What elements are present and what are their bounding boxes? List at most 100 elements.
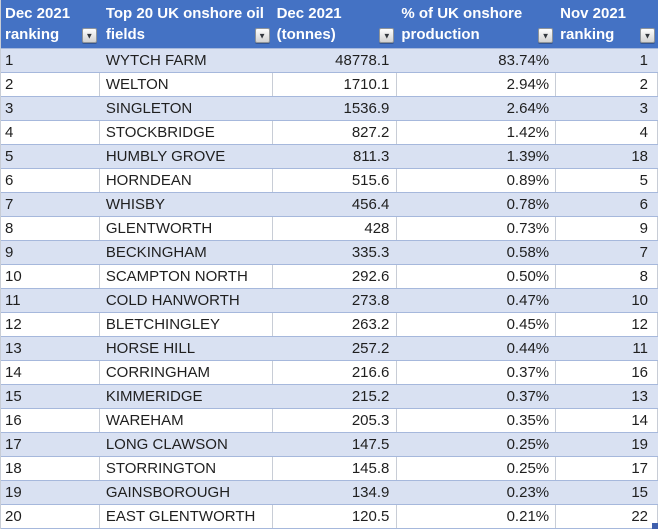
cell-tonnes: 263.2 <box>273 313 398 336</box>
header-label-line2: ranking <box>5 26 60 43</box>
filter-dropdown-icon: ▼ <box>382 31 391 40</box>
cell-percent: 0.35% <box>397 409 557 432</box>
cell-dec-ranking: 14 <box>1 361 100 384</box>
header-percent-production: % of UK onshore production ▼ <box>397 0 556 48</box>
cell-field-name: BECKINGHAM <box>105 244 207 261</box>
cell-nov-ranking: 3 <box>639 100 648 117</box>
cell-nov-ranking: 15 <box>631 484 648 501</box>
cell-nov-ranking: 13 <box>631 388 648 405</box>
cell-dec-ranking: 19 <box>5 484 22 501</box>
table-row: 11 COLD HANWORTH 273.8 0.47% 10 <box>1 289 658 313</box>
cell-percent: 83.74% <box>498 52 550 69</box>
cell-tonnes: 292.6 <box>273 265 398 288</box>
cell-field-name: WHISBY <box>105 196 166 213</box>
filter-button-tonnes[interactable]: ▼ <box>379 28 395 43</box>
cell-tonnes: 134.9 <box>351 484 390 501</box>
cell-dec-ranking: 8 <box>1 217 100 240</box>
cell-percent: 0.45% <box>397 313 557 336</box>
cell-tonnes: 335.3 <box>351 244 390 261</box>
cell-field-name: GAINSBOROUGH <box>105 484 231 501</box>
cell-field-name: EAST GLENTWORTH <box>100 505 273 528</box>
cell-tonnes: 216.6 <box>273 361 398 384</box>
header-label-line2: ranking <box>560 26 615 43</box>
header-label-line1: Dec 2021 <box>5 5 71 22</box>
header-label-line1: Dec 2021 <box>276 5 342 22</box>
filter-dropdown-icon: ▼ <box>85 31 94 40</box>
cell-percent: 1.42% <box>397 121 557 144</box>
cell-tonnes: 48778.1 <box>335 52 390 69</box>
table-row: 9 BECKINGHAM 335.3 0.58% 7 <box>1 241 658 265</box>
table-row: 14 CORRINGHAM 216.6 0.37% 16 <box>1 361 658 385</box>
table-row: 20 EAST GLENTWORTH 120.5 0.21% 22 <box>1 505 658 529</box>
filter-button-percent[interactable]: ▼ <box>538 28 554 43</box>
cell-dec-ranking: 5 <box>5 148 14 165</box>
cell-tonnes: 147.5 <box>351 436 390 453</box>
cell-nov-ranking: 2 <box>556 73 658 96</box>
cell-dec-ranking: 17 <box>5 436 22 453</box>
cell-dec-ranking: 6 <box>1 169 100 192</box>
header-dec-2021-ranking: Dec 2021 ranking ▼ <box>1 0 100 48</box>
header-label-line2: fields <box>105 26 146 43</box>
cell-nov-ranking: 12 <box>556 313 658 336</box>
cell-tonnes: 1710.1 <box>273 73 398 96</box>
cell-field-name: KIMMERIDGE <box>105 388 203 405</box>
cell-field-name: WYTCH FARM <box>105 52 207 69</box>
cell-dec-ranking: 12 <box>1 313 100 336</box>
cell-tonnes: 145.8 <box>273 457 398 480</box>
filter-dropdown-icon: ▼ <box>541 31 550 40</box>
header-dec-2021-tonnes: Dec 2021 (tonnes) ▼ <box>273 0 398 48</box>
filter-button-fields[interactable]: ▼ <box>254 28 270 43</box>
cell-dec-ranking: 15 <box>5 388 22 405</box>
cell-nov-ranking: 1 <box>639 52 648 69</box>
cell-field-name: SINGLETON <box>105 100 193 117</box>
table-row: 5 HUMBLY GROVE 811.3 1.39% 18 <box>1 145 658 169</box>
cell-percent: 0.25% <box>397 457 557 480</box>
cell-dec-ranking: 11 <box>5 292 21 309</box>
cell-percent: 2.94% <box>397 73 557 96</box>
cell-field-name: GLENTWORTH <box>100 217 273 240</box>
cell-percent: 0.89% <box>397 169 557 192</box>
cell-percent: 0.23% <box>506 484 550 501</box>
filter-button-nov-ranking[interactable]: ▼ <box>640 28 655 43</box>
header-label-line2: (tonnes) <box>276 26 336 43</box>
cell-field-name: HUMBLY GROVE <box>105 148 226 165</box>
cell-percent: 2.64% <box>506 100 550 117</box>
cell-field-name: CORRINGHAM <box>100 361 273 384</box>
table-body: 1 WYTCH FARM 48778.1 83.74% 1 2 WELTON 1… <box>1 49 658 529</box>
table-row: 1 WYTCH FARM 48778.1 83.74% 1 <box>1 49 658 73</box>
cell-nov-ranking: 4 <box>556 121 658 144</box>
cell-nov-ranking: 18 <box>631 148 648 165</box>
cell-dec-ranking: 10 <box>1 265 100 288</box>
cell-dec-ranking: 20 <box>1 505 100 528</box>
header-label-line1: Top 20 UK onshore oil <box>105 5 264 22</box>
table-row: 7 WHISBY 456.4 0.78% 6 <box>1 193 658 217</box>
cell-dec-ranking: 13 <box>5 340 22 357</box>
cell-tonnes: 205.3 <box>273 409 398 432</box>
filter-dropdown-icon: ▼ <box>643 31 652 40</box>
cell-field-name: LONG CLAWSON <box>105 436 228 453</box>
table-resize-handle[interactable] <box>652 523 658 529</box>
filter-button-dec-ranking[interactable]: ▼ <box>81 28 97 43</box>
cell-field-name: WAREHAM <box>100 409 273 432</box>
cell-tonnes: 215.2 <box>351 388 390 405</box>
cell-tonnes: 273.8 <box>351 292 390 309</box>
table-row: 12 BLETCHINGLEY 263.2 0.45% 12 <box>1 313 658 337</box>
filter-dropdown-icon: ▼ <box>258 31 267 40</box>
cell-field-name: HORNDEAN <box>100 169 273 192</box>
cell-field-name: COLD HANWORTH <box>105 292 240 309</box>
table-row: 19 GAINSBOROUGH 134.9 0.23% 15 <box>1 481 658 505</box>
cell-tonnes: 827.2 <box>273 121 398 144</box>
cell-percent: 0.58% <box>506 244 550 261</box>
cell-field-name: SCAMPTON NORTH <box>100 265 273 288</box>
table-row: 6 HORNDEAN 515.6 0.89% 5 <box>1 169 658 193</box>
table-header-row: Dec 2021 ranking ▼ Top 20 UK onshore oil… <box>1 0 658 49</box>
cell-nov-ranking: 22 <box>556 505 658 528</box>
cell-nov-ranking: 6 <box>639 196 648 213</box>
cell-dec-ranking: 18 <box>1 457 100 480</box>
cell-field-name: WELTON <box>100 73 273 96</box>
header-label-line1: % of UK onshore <box>401 5 523 22</box>
cell-dec-ranking: 16 <box>1 409 100 432</box>
cell-tonnes: 428 <box>273 217 398 240</box>
table-row: 10 SCAMPTON NORTH 292.6 0.50% 8 <box>1 265 658 289</box>
